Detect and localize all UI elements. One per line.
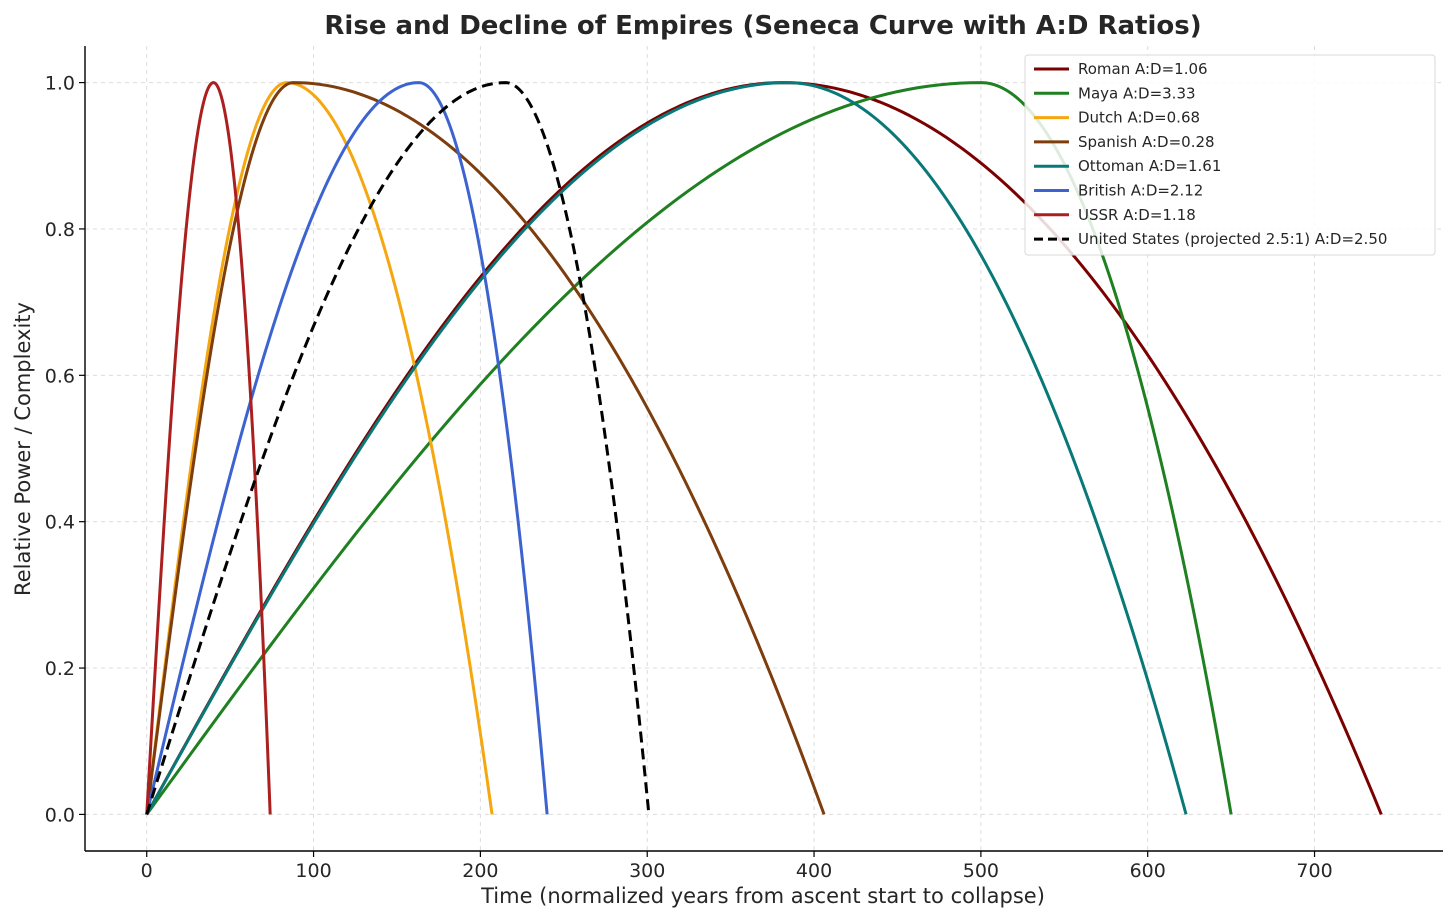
y-tick-label: 0.6 <box>45 365 75 387</box>
y-axis-label: Relative Power / Complexity <box>11 302 35 596</box>
legend-label-united: United States (projected 2.5:1) A:D=2.50 <box>1078 230 1387 248</box>
series-curves <box>145 81 1383 816</box>
x-tick-label: 400 <box>796 860 832 882</box>
legend-label-ottoman: Ottoman A:D=1.61 <box>1078 157 1221 175</box>
x-tick-label: 300 <box>629 860 665 882</box>
x-tick-label: 600 <box>1130 860 1166 882</box>
y-tick-label: 0.4 <box>45 512 75 534</box>
x-axis-label: Time (normalized years from ascent start… <box>480 884 1045 908</box>
series-line-ussr <box>145 81 272 815</box>
y-tick-label: 0.8 <box>45 219 75 241</box>
legend-label-dutch: Dutch A:D=0.68 <box>1078 109 1200 127</box>
y-tick-label: 0.2 <box>45 658 75 680</box>
series-line-dutch <box>145 81 494 815</box>
legend-label-roman: Roman A:D=1.06 <box>1078 60 1208 78</box>
y-tick-label: 0.0 <box>45 804 75 826</box>
series-line-united <box>145 81 651 815</box>
legend-label-british: British A:D=2.12 <box>1078 182 1203 200</box>
axes <box>79 46 1443 857</box>
y-tick-label: 1.0 <box>45 73 75 95</box>
legend-label-maya: Maya A:D=3.33 <box>1078 84 1196 102</box>
legend-label-spanish: Spanish A:D=0.28 <box>1078 133 1215 151</box>
x-tick-label: 200 <box>462 860 498 882</box>
series-line-british <box>145 81 549 815</box>
series-line-maya <box>145 81 1233 816</box>
series-line-spanish <box>145 81 826 815</box>
x-tick-label: 100 <box>295 860 331 882</box>
x-tick-label: 500 <box>963 860 999 882</box>
chart-title: Rise and Decline of Empires (Seneca Curv… <box>324 11 1201 41</box>
legend-label-ussr: USSR A:D=1.18 <box>1078 206 1196 224</box>
x-tick-label: 0 <box>141 860 153 882</box>
legend: Roman A:D=1.06 Maya A:D=3.33 Dutch A:D=0.6… <box>1024 54 1436 256</box>
legend-frame <box>1024 54 1436 256</box>
x-tick-label: 700 <box>1296 860 1332 882</box>
tick-labels: 0 100 200 300 400 500 600 700 0.0 0.2 0.4 0.6 0.8 1.0 <box>45 73 1333 882</box>
series-line-ottoman <box>145 81 1188 816</box>
